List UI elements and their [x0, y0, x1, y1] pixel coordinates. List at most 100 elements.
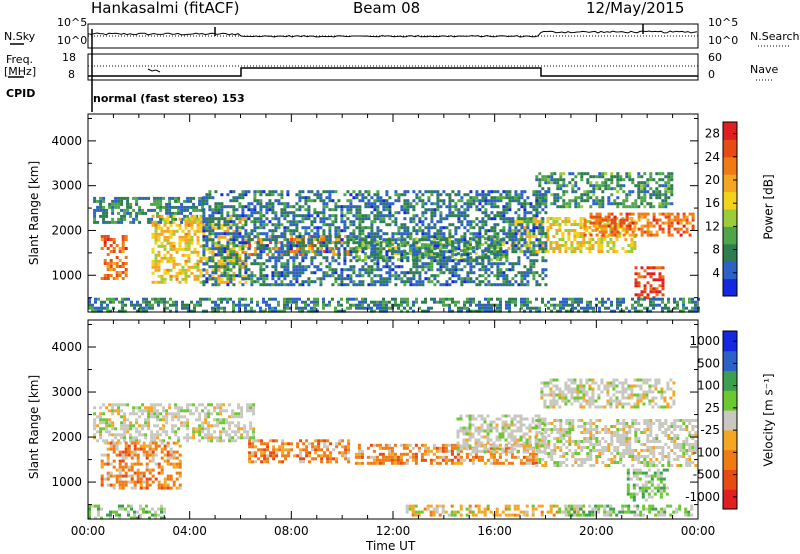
velocity-cell — [240, 427, 244, 431]
power-cell — [595, 184, 599, 188]
power-cell — [298, 241, 302, 245]
power-cell — [616, 300, 619, 304]
power-cell — [214, 235, 218, 239]
power-cell — [415, 214, 419, 218]
power-cell — [541, 178, 545, 182]
power-cell — [403, 253, 407, 257]
power-cell — [295, 193, 299, 197]
power-cell — [439, 271, 443, 275]
power-cell — [595, 202, 599, 206]
power-cell — [442, 190, 446, 194]
power-cell — [436, 202, 440, 206]
power-cell — [598, 300, 601, 304]
power-cell — [561, 232, 565, 235]
power-cell — [322, 211, 326, 215]
power-cell — [352, 280, 356, 284]
power-cell — [412, 214, 416, 218]
power-cell — [522, 244, 526, 247]
power-cell — [295, 208, 299, 212]
power-cell — [450, 255, 454, 259]
power-cell — [568, 297, 571, 301]
power-cell — [430, 256, 434, 260]
power-cell — [364, 241, 368, 245]
power-cell — [151, 250, 155, 254]
power-cell — [439, 205, 443, 209]
power-cell — [655, 193, 659, 197]
power-cell — [604, 306, 607, 310]
velocity-cell — [123, 436, 127, 440]
power-cell — [694, 306, 697, 310]
power-cell — [340, 229, 344, 233]
velocity-cell — [228, 424, 232, 428]
power-cell — [400, 271, 404, 275]
power-cell — [588, 220, 592, 223]
power-cell — [109, 262, 113, 265]
power-cell — [490, 306, 493, 310]
power-cell — [292, 283, 296, 287]
power-cell — [556, 187, 560, 191]
power-cell — [301, 235, 305, 239]
power-cell — [177, 196, 181, 200]
power-cell — [529, 241, 533, 245]
power-cell — [559, 196, 563, 200]
power-cell — [385, 256, 389, 260]
power-cell — [214, 277, 218, 281]
power-cell — [347, 250, 351, 253]
velocity-cell — [198, 439, 202, 443]
power-cell — [286, 274, 290, 278]
velocity-cell — [234, 424, 238, 428]
power-cell — [412, 205, 416, 209]
power-cell — [442, 199, 446, 203]
power-cell — [484, 265, 488, 269]
power-cell — [163, 247, 167, 251]
power-cell — [275, 247, 279, 250]
power-cell — [562, 190, 566, 194]
power-cell — [433, 223, 437, 227]
power-cell — [538, 306, 541, 310]
power-cell — [514, 300, 517, 304]
power-cell — [229, 217, 233, 221]
power-cell — [631, 227, 635, 231]
power-cell — [217, 268, 221, 272]
power-cell — [532, 229, 536, 233]
power-cell — [349, 211, 353, 215]
date-title: 12/May/2015 — [586, 0, 685, 17]
power-cell — [352, 283, 356, 287]
power-cell — [192, 205, 196, 209]
power-cell — [238, 217, 242, 221]
power-cell — [664, 187, 668, 191]
power-cell — [220, 297, 223, 301]
power-cell — [316, 238, 320, 242]
power-cell — [616, 172, 620, 176]
power-cell — [469, 271, 473, 275]
power-cell — [316, 196, 320, 200]
power-cell — [481, 190, 485, 194]
power-cell — [364, 268, 368, 272]
power-cell — [598, 212, 602, 216]
power-cell — [111, 199, 115, 203]
velocity-cell — [249, 427, 253, 431]
power-cell — [253, 205, 257, 209]
velocity-cell — [210, 403, 214, 407]
power-cell — [565, 297, 568, 301]
power-cell — [262, 280, 266, 284]
power-cell — [199, 297, 202, 301]
power-cell — [373, 220, 377, 224]
power-cell — [289, 241, 293, 245]
velocity-cell — [115, 468, 119, 472]
power-cell — [475, 256, 479, 260]
power-cell — [496, 265, 500, 269]
power-cell — [163, 277, 167, 281]
power-cell — [385, 262, 389, 266]
power-cell — [314, 253, 318, 256]
power-cell — [379, 235, 383, 239]
power-cell — [370, 202, 374, 206]
power-cell — [280, 280, 284, 284]
power-cell — [334, 241, 338, 245]
power-cell — [358, 232, 362, 236]
power-cell — [526, 217, 530, 221]
power-cell — [211, 274, 215, 278]
power-cell — [290, 235, 294, 238]
power-cell — [475, 205, 479, 209]
power-cell — [181, 303, 184, 307]
